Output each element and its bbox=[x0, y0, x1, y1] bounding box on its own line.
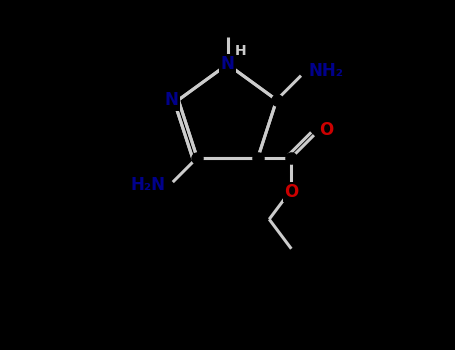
Text: NH₂: NH₂ bbox=[308, 62, 343, 80]
Text: O: O bbox=[319, 121, 334, 139]
Text: H: H bbox=[235, 44, 247, 58]
Text: N: N bbox=[221, 55, 234, 73]
Text: O: O bbox=[284, 183, 298, 201]
Text: H₂N: H₂N bbox=[131, 176, 166, 194]
Text: N: N bbox=[164, 91, 178, 109]
